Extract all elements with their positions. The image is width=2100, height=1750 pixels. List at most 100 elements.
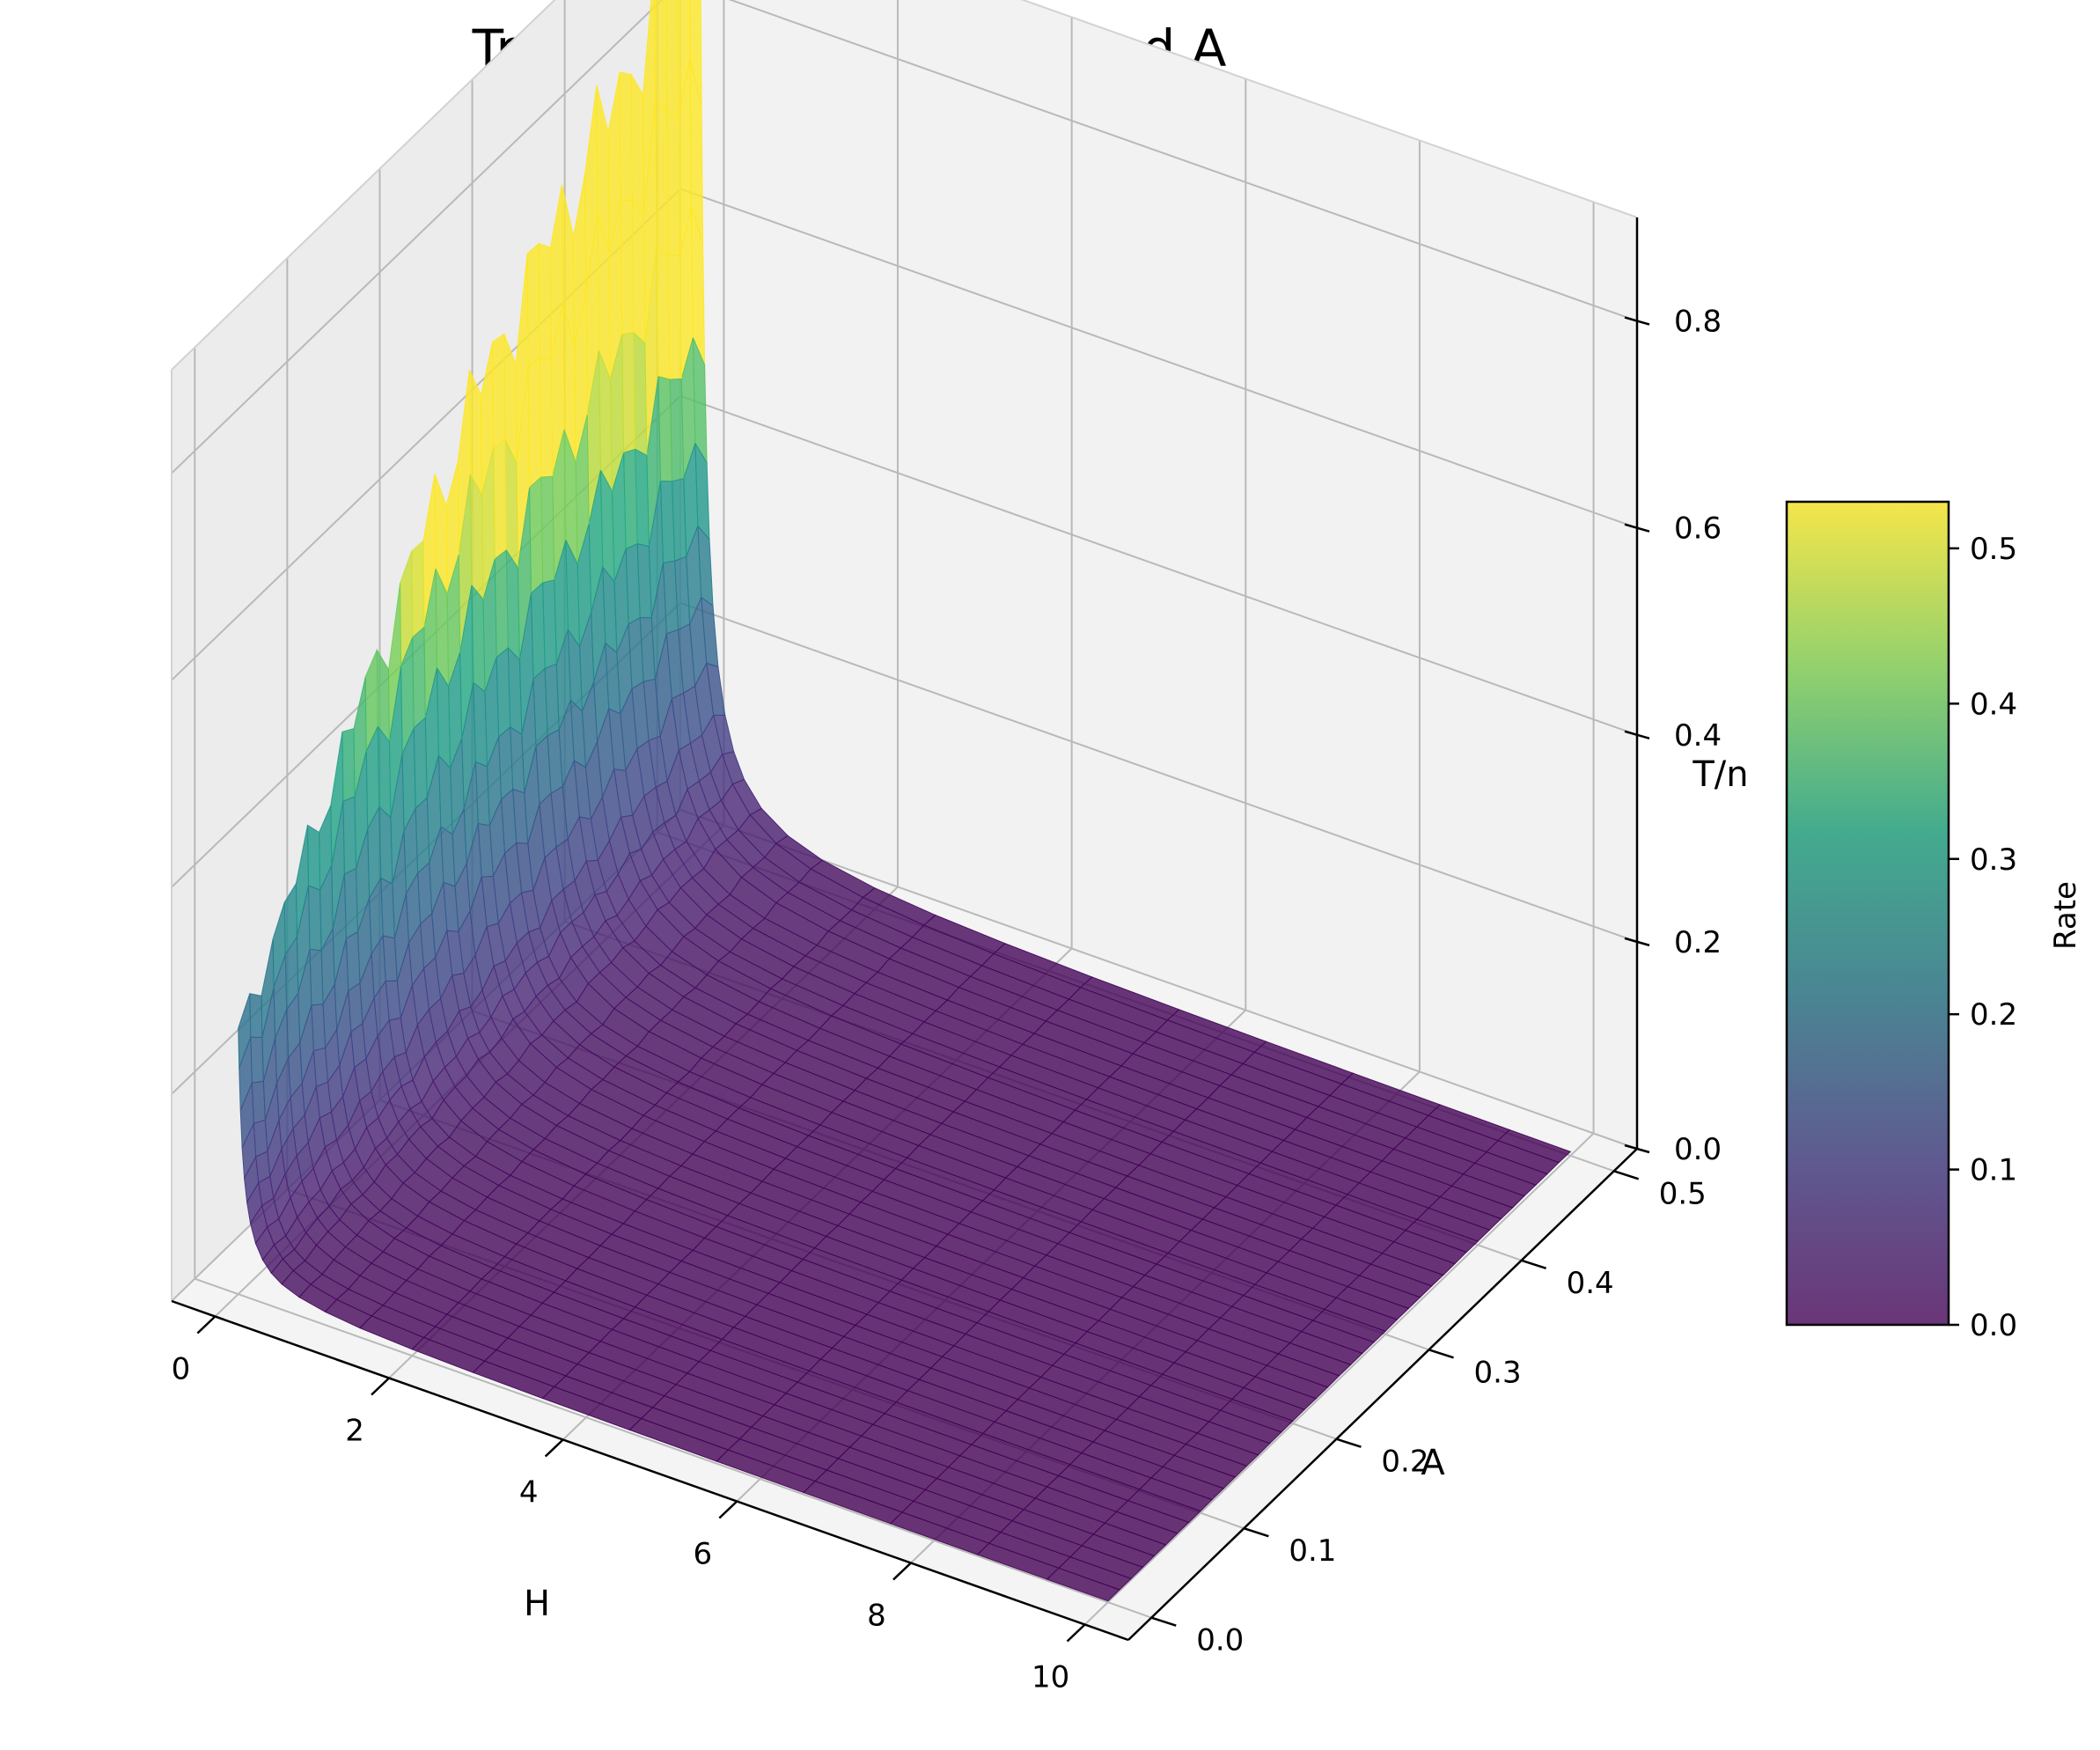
- surface-facet: [306, 824, 321, 891]
- x-tick: [371, 1377, 390, 1396]
- surface-facet: [526, 242, 540, 369]
- colorbar-ticks: 0.0 0.1 0.2 0.3 0.4 0.5: [1949, 532, 2017, 1343]
- x-tick-label: 4: [519, 1475, 539, 1511]
- surface-facet: [620, 199, 635, 335]
- y-tick: [1613, 1170, 1640, 1180]
- colorbar-tick-label: 0.3: [1970, 842, 2017, 878]
- colorbar-tick-label: 0.5: [1970, 532, 2017, 567]
- grid-line: [194, 1277, 1152, 1619]
- back-pane: [680, 0, 1637, 1149]
- x-tick-label: 6: [693, 1537, 712, 1572]
- y-tick: [1336, 1438, 1362, 1448]
- surface-facet: [666, 110, 680, 257]
- surface-facet: [655, 99, 669, 255]
- surface-facet: [630, 72, 644, 217]
- y-tick-label: 0.1: [1289, 1533, 1336, 1569]
- colorbar-tick-label: 0.1: [1970, 1153, 2017, 1188]
- x-tick-label: 0: [172, 1352, 191, 1387]
- z-tick: [1624, 730, 1650, 739]
- y-tick-label: 0.0: [1196, 1623, 1244, 1658]
- z-tick: [1624, 937, 1650, 947]
- z-tick: [1624, 1143, 1650, 1154]
- surface-facet: [307, 885, 322, 952]
- surface-facet: [412, 626, 426, 730]
- surface-facet: [342, 796, 357, 875]
- x-axis-line: [171, 1299, 1129, 1642]
- surface-facet: [494, 548, 509, 658]
- surface-facet: [1046, 1567, 1120, 1602]
- surface-facet: [540, 475, 555, 584]
- surface-facet: [529, 475, 544, 595]
- z-tick-label: 0.4: [1674, 718, 1722, 754]
- x-tick-label: 10: [1032, 1660, 1069, 1695]
- surface-facet: [343, 867, 359, 939]
- x-tick: [196, 1315, 217, 1335]
- x-tick: [1066, 1623, 1086, 1643]
- x-axis-ticks: 0 2 4 6 8 10: [172, 1315, 1086, 1695]
- z-axis-label: T/n: [1692, 754, 1748, 795]
- x-tick-label: 2: [345, 1414, 364, 1449]
- surface-facet: [251, 1080, 266, 1124]
- x-axis-label: H: [524, 1584, 550, 1624]
- z-tick: [1624, 523, 1650, 533]
- x-tick: [544, 1438, 564, 1458]
- pane-edge: [1020, 0, 1638, 218]
- surface-facet: [341, 728, 356, 802]
- z-tick-label: 0.2: [1674, 925, 1722, 960]
- surface-facet: [527, 357, 542, 489]
- y-axis-ticks: 0.0 0.1 0.2 0.3 0.4 0.5: [1150, 1170, 1707, 1658]
- grid-line: [728, 0, 1638, 322]
- colorbar-tick-label: 0.0: [1970, 1308, 2017, 1343]
- axis-lines: [171, 217, 1639, 1642]
- y-tick: [1428, 1349, 1454, 1359]
- y-tick: [1243, 1526, 1269, 1538]
- grid-line: [679, 394, 1638, 736]
- surface-facet: [539, 357, 554, 478]
- z-tick-label: 0.8: [1674, 305, 1722, 340]
- y-tick-label: 0.2: [1381, 1445, 1428, 1480]
- surface-facet: [656, 246, 671, 380]
- grid-line: [679, 601, 1638, 943]
- surface-facet: [309, 948, 324, 1006]
- x-tick: [718, 1500, 738, 1519]
- colorbar: 0.0 0.1 0.2 0.3 0.4 0.5 Rate: [1785, 500, 2083, 1343]
- surface-facet: [250, 1036, 264, 1084]
- surface-facet: [377, 724, 392, 819]
- y-tick-label: 0.5: [1659, 1176, 1707, 1211]
- y-tick: [1150, 1616, 1177, 1627]
- colorbar-tick-label: 0.4: [1970, 687, 2017, 722]
- surface-facet: [411, 540, 425, 639]
- colorbar-tick-label: 0.2: [1970, 997, 2017, 1033]
- grid-line: [679, 188, 1638, 529]
- surface-facet: [654, 0, 668, 113]
- grid-line: [1083, 1132, 1595, 1626]
- surface-facet: [665, 0, 679, 118]
- pane-edge: [171, 0, 556, 371]
- y-tick-label: 0.3: [1474, 1355, 1522, 1390]
- z-tick-label: 0.0: [1674, 1132, 1722, 1167]
- surface-facet: [667, 253, 682, 380]
- y-axis-line: [1127, 1148, 1638, 1641]
- surface-facet: [249, 993, 263, 1039]
- surface-facet: [621, 332, 636, 454]
- surface-facet: [631, 199, 646, 344]
- surface-facet: [538, 243, 552, 360]
- colorbar-label: Rate: [2048, 881, 2083, 950]
- z-axis-ticks: 0.0 0.2 0.4 0.6 0.8: [1624, 305, 1722, 1167]
- z-tick-label: 0.6: [1674, 511, 1722, 547]
- y-axis-label: A: [1421, 1443, 1445, 1483]
- x-tick-label: 8: [867, 1599, 886, 1634]
- y-tick-label: 0.4: [1567, 1266, 1614, 1301]
- grid-line: [679, 809, 1638, 1150]
- surface-facet: [469, 473, 484, 601]
- z-tick: [1624, 316, 1650, 326]
- surface-mesh: [238, 0, 1572, 1602]
- x-tick: [892, 1562, 912, 1581]
- y-tick: [1521, 1259, 1547, 1270]
- surface-facet: [619, 71, 633, 202]
- grid-line: [171, 0, 664, 474]
- surface-facet: [493, 438, 507, 561]
- colorbar-fill: [1785, 500, 1950, 1327]
